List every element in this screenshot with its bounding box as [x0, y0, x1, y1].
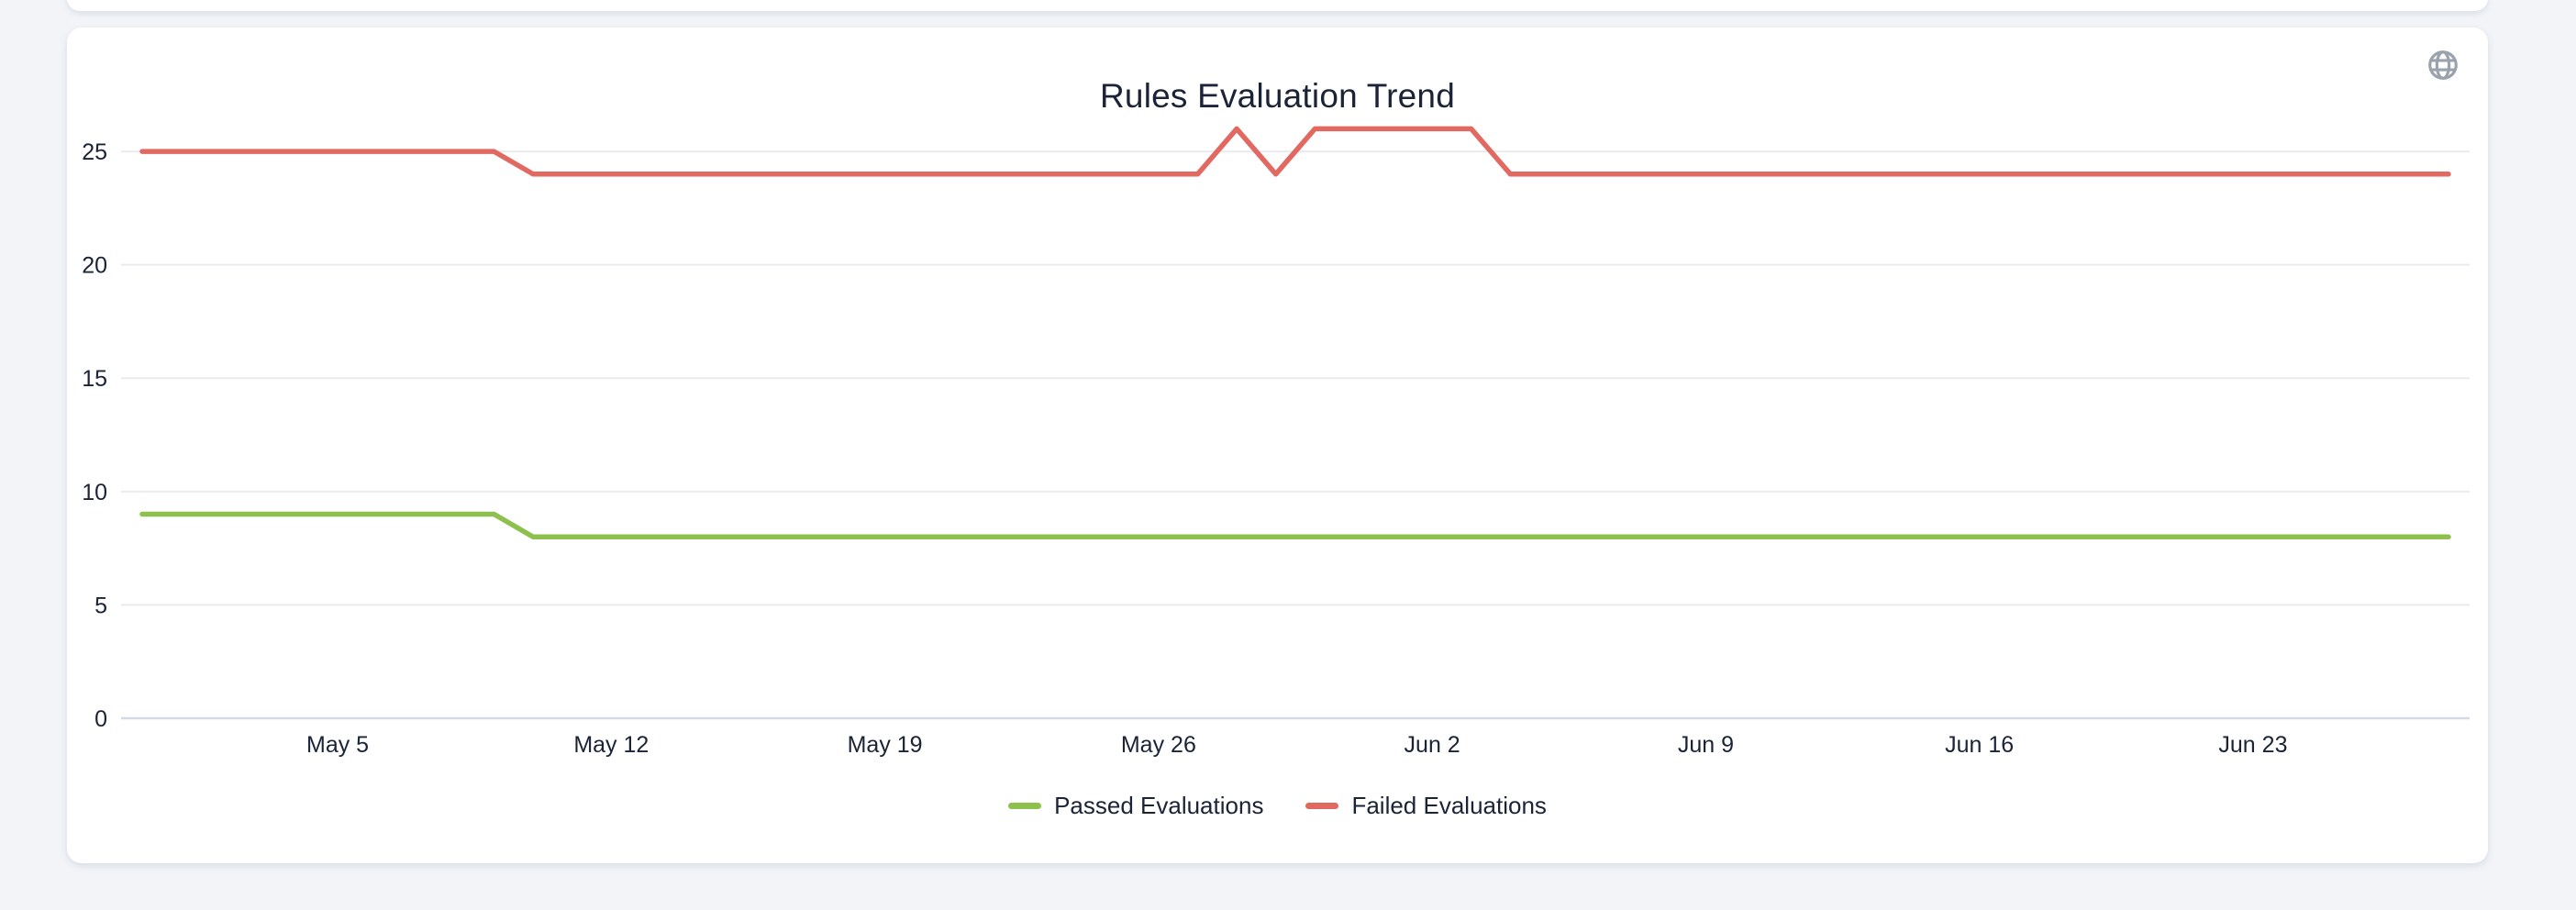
- x-axis-tick-label: Jun 2: [1405, 732, 1460, 758]
- y-axis-tick-label: 25: [82, 139, 107, 165]
- y-axis-tick-label: 20: [82, 253, 107, 279]
- globe-icon: [2426, 48, 2460, 83]
- passed-series-label: Passed Evaluations: [1054, 792, 1264, 819]
- y-axis-tick-label: 10: [82, 480, 107, 505]
- legend-item-passed[interactable]: Passed Evaluations: [1008, 792, 1263, 820]
- y-axis-tick-label: 0: [94, 706, 107, 732]
- x-axis-tick-label: Jun 9: [1678, 732, 1734, 758]
- passed-series-marker: [1008, 803, 1042, 809]
- previous-card-edge: [67, 0, 2488, 11]
- chart-card: Rules Evaluation Trend 0 5 10 15 20 25 May 5 Ma…: [67, 28, 2488, 863]
- x-axis-tick-label: Jun 23: [2218, 732, 2287, 758]
- x-axis-tick-label: Jun 16: [1945, 732, 2014, 758]
- chart-title: Rules Evaluation Trend: [1100, 77, 1455, 115]
- failed-series-label: Failed Evaluations: [1351, 792, 1547, 819]
- legend-item-failed[interactable]: Failed Evaluations: [1305, 792, 1547, 820]
- x-axis-tick-label: May 5: [306, 732, 369, 758]
- x-axis-tick-label: May 26: [1121, 732, 1196, 758]
- y-axis-tick-label: 5: [94, 593, 107, 618]
- x-axis-tick-label: May 19: [848, 732, 923, 758]
- x-axis-tick-label: May 12: [573, 732, 649, 758]
- chart-legend: Passed Evaluations Failed Evaluations: [67, 792, 2488, 820]
- globe-icon-button[interactable]: [2426, 48, 2460, 83]
- trend-chart-plot[interactable]: 0 5 10 15 20 25 May 5 May 12 May 19 May 26 Jun 2 Ju…: [67, 28, 2488, 863]
- failed-series-marker: [1305, 803, 1339, 809]
- series-line: [139, 511, 2451, 540]
- series-line: [139, 126, 2451, 177]
- y-axis-tick-label: 15: [82, 366, 107, 392]
